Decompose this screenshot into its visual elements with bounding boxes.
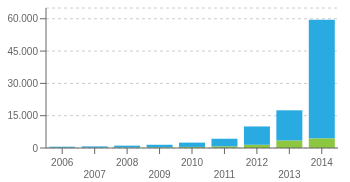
svg-text:15.000: 15.000 [8,110,38,121]
svg-text:60.000: 60.000 [8,13,38,24]
svg-text:45.000: 45.000 [8,46,38,57]
svg-text:2011: 2011 [214,169,236,180]
svg-text:0: 0 [32,143,38,154]
svg-text:2009: 2009 [148,169,171,180]
svg-text:2007: 2007 [84,169,107,180]
svg-text:2014: 2014 [311,157,334,168]
svg-text:2010: 2010 [181,157,204,168]
svg-text:2013: 2013 [278,169,301,180]
svg-text:30.000: 30.000 [8,78,38,89]
svg-text:2012: 2012 [246,157,269,168]
svg-text:2008: 2008 [116,157,139,168]
svg-text:2006: 2006 [51,157,74,168]
